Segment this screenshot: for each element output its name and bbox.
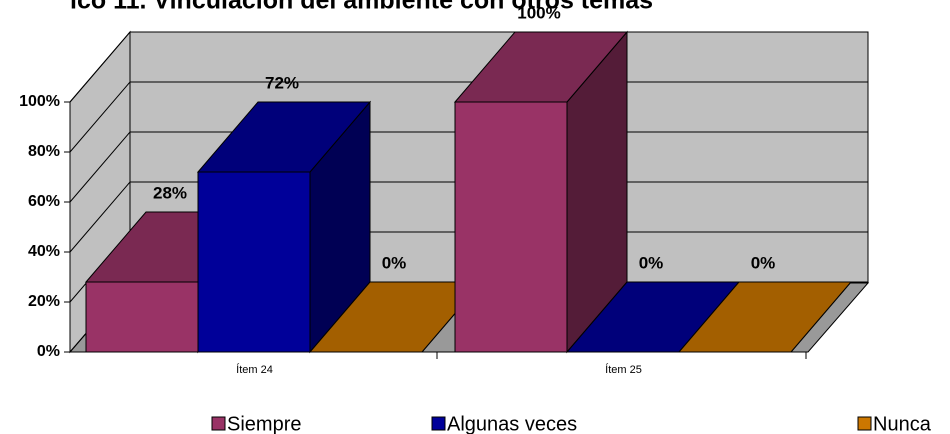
value-label: 0% (751, 253, 776, 272)
y-tick-label: 20% (28, 293, 60, 310)
y-tick-label: 40% (28, 243, 60, 260)
legend-swatch (431, 416, 446, 431)
value-label: 100% (517, 3, 560, 22)
bar (85, 281, 199, 353)
legend-swatch (857, 416, 872, 431)
y-tick-label: 80% (28, 143, 60, 160)
legend-label: Algunas veces (447, 413, 577, 434)
bar (454, 101, 568, 353)
x-tick-label: Ítem 25 (605, 363, 642, 376)
legend-label: Nunca (873, 413, 932, 434)
x-tick-label: Ítem 24 (236, 363, 273, 376)
value-label: 0% (382, 253, 407, 272)
bar (197, 171, 311, 353)
value-label: 28% (153, 183, 187, 202)
value-label: 0% (639, 253, 664, 272)
y-tick-label: 100% (19, 93, 60, 110)
legend-label: Siempre (227, 413, 301, 434)
chart-title: ico 11. Vinculación del ambiente con otr… (70, 0, 653, 15)
legend-swatch (211, 416, 226, 431)
y-tick-label: 0% (37, 343, 60, 360)
y-tick-label: 60% (28, 193, 60, 210)
value-label: 72% (265, 73, 299, 92)
